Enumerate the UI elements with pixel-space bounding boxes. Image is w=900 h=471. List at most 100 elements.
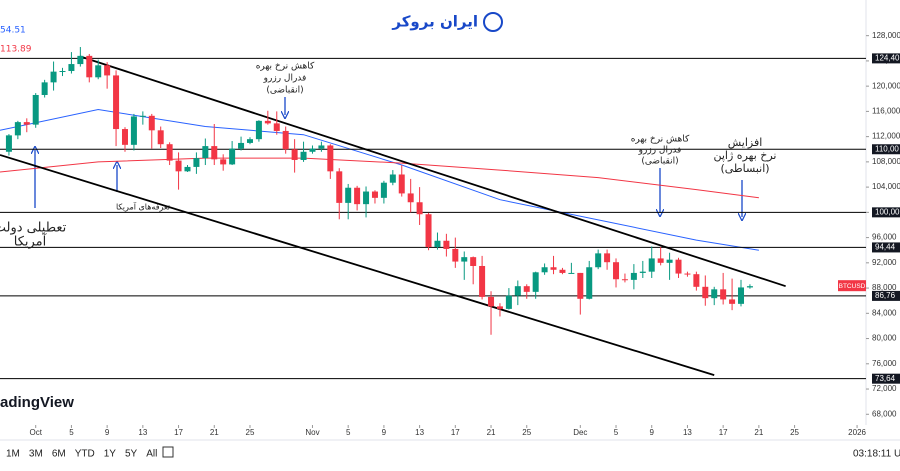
y-tick-label: 88,000 xyxy=(872,283,897,292)
candle-body xyxy=(59,71,66,73)
candle-body xyxy=(479,265,486,297)
watermark: adingView xyxy=(0,394,74,411)
candle-body xyxy=(488,296,495,307)
level-tag xyxy=(872,207,900,218)
candle-body xyxy=(559,269,566,273)
candle-body xyxy=(604,253,611,263)
y-tick-label: 104,000 xyxy=(872,182,900,191)
y-tick-label: 116,000 xyxy=(872,106,900,115)
candle-body xyxy=(711,289,718,299)
candle-body xyxy=(121,129,128,145)
candle-body xyxy=(41,82,48,95)
x-tick-label: 9 xyxy=(105,428,110,437)
candle-body xyxy=(264,120,271,124)
candle-body xyxy=(532,272,539,292)
level-tag xyxy=(872,290,900,301)
candle-body xyxy=(273,123,280,131)
candle-body xyxy=(175,160,182,172)
x-tick-label: 25 xyxy=(522,428,531,437)
candle-body xyxy=(398,174,405,194)
annotation: نرخ بهره ژاپن xyxy=(714,149,777,162)
candle-body xyxy=(648,258,655,272)
candle-body xyxy=(5,135,12,152)
candle-body xyxy=(318,145,325,149)
candle-body xyxy=(389,174,396,183)
candle-body xyxy=(246,139,253,143)
y-tick-label: 68,000 xyxy=(872,409,897,418)
candle-body xyxy=(32,94,39,125)
x-tick-label: Nov xyxy=(305,428,319,437)
range-button[interactable]: 6M xyxy=(52,449,66,460)
annotation: (انقباضی) xyxy=(266,86,303,96)
candle-body xyxy=(621,279,628,281)
range-button[interactable]: 3M xyxy=(29,449,43,460)
candle-body xyxy=(443,240,450,249)
candle-body xyxy=(746,286,753,288)
candle-body xyxy=(211,146,218,160)
level-label: 94,44 xyxy=(875,243,896,252)
range-button[interactable]: YTD xyxy=(75,449,95,460)
candle-body xyxy=(309,148,316,152)
candle-body xyxy=(693,274,700,287)
candle-body xyxy=(23,122,30,125)
candle-body xyxy=(434,240,441,248)
y-tick-label: 108,000 xyxy=(872,157,900,166)
range-button[interactable]: 5Y xyxy=(125,449,138,460)
annotation: فدرال رزرو xyxy=(263,74,307,84)
annotation: (انقباضی) xyxy=(641,157,678,167)
x-tick-label: Dec xyxy=(573,428,587,437)
y-tick-label: 120,000 xyxy=(872,81,900,90)
y-tick-label: 80,000 xyxy=(872,334,897,343)
y-tick-label: 96,000 xyxy=(872,233,897,242)
annotation: (انبساطی) xyxy=(720,162,769,175)
x-tick-label: 9 xyxy=(650,428,655,437)
candle-body xyxy=(452,248,459,262)
annotation: کاهش نرخ بهره xyxy=(631,135,690,145)
x-tick-label: 9 xyxy=(382,428,387,437)
candle-body xyxy=(729,299,736,304)
candle-body xyxy=(327,145,334,172)
candle-body xyxy=(184,166,191,172)
candle-body xyxy=(407,193,414,203)
indicator-value: 113.89 xyxy=(0,45,32,55)
candle-body xyxy=(300,151,307,160)
range-button[interactable]: 1Y xyxy=(104,449,117,460)
x-tick-label: 5 xyxy=(346,428,351,437)
candle-body xyxy=(738,287,745,304)
candle-body xyxy=(50,71,57,83)
candle-body xyxy=(354,187,361,205)
candle-body xyxy=(113,75,120,130)
candle-body xyxy=(255,120,262,140)
candle-body xyxy=(86,55,93,78)
y-tick-label: 76,000 xyxy=(872,359,897,368)
range-button[interactable]: 1M xyxy=(6,449,20,460)
candle-body xyxy=(130,116,137,145)
x-tick-label: 17 xyxy=(719,428,728,437)
annotation: افزایش xyxy=(728,136,763,149)
range-button[interactable]: All xyxy=(146,449,157,460)
level-label: 73,64 xyxy=(875,374,896,383)
candle-body xyxy=(95,65,102,78)
candle-body xyxy=(514,286,521,296)
level-tag xyxy=(872,242,900,253)
candle-body xyxy=(220,159,227,165)
calendar-icon[interactable] xyxy=(162,446,174,458)
x-tick-label: 13 xyxy=(138,428,147,437)
candle-body xyxy=(613,262,620,280)
x-tick-label: 21 xyxy=(487,428,496,437)
y-tick-label: 72,000 xyxy=(872,384,897,393)
y-tick-label: 112,000 xyxy=(872,132,900,141)
candle-body xyxy=(666,259,673,263)
candle-body xyxy=(238,142,245,149)
candle-body xyxy=(523,286,530,292)
candle-body xyxy=(496,306,503,309)
candle-body xyxy=(68,64,75,72)
candle-body xyxy=(684,273,691,275)
x-tick-label: Oct xyxy=(29,428,42,437)
x-tick-label: 25 xyxy=(246,428,255,437)
trendline xyxy=(80,55,786,288)
plot xyxy=(0,47,866,380)
candle-body xyxy=(461,257,468,262)
candle-body xyxy=(166,144,173,161)
